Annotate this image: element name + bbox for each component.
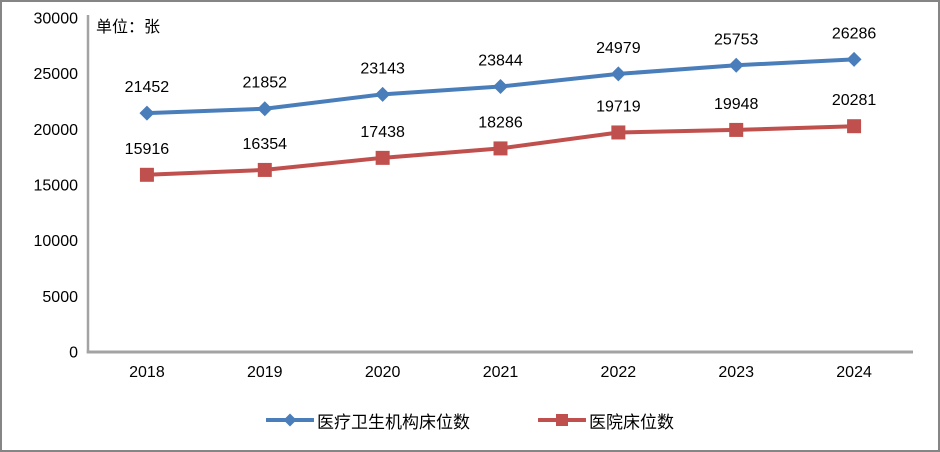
square-marker xyxy=(729,122,744,137)
square-marker xyxy=(375,150,390,165)
diamond-marker xyxy=(846,51,862,67)
data-label: 19948 xyxy=(714,96,759,113)
data-label: 25753 xyxy=(714,31,759,48)
legend-swatch-line-square-icon xyxy=(538,414,586,426)
x-tick-label: 2023 xyxy=(718,364,754,381)
legend-label-institution-beds: 医疗卫生机构床位数 xyxy=(317,412,470,432)
data-label: 23844 xyxy=(478,53,523,70)
unit-label: 单位：张 xyxy=(96,19,161,36)
y-tick-label: 20000 xyxy=(34,122,79,139)
x-tick-label: 2022 xyxy=(601,364,637,381)
square-marker xyxy=(611,125,626,140)
y-tick-label: 5000 xyxy=(42,289,78,306)
data-label: 16354 xyxy=(243,136,288,153)
legend: 医疗卫生机构床位数 医院床位数 xyxy=(2,405,938,435)
data-label: 21452 xyxy=(125,79,170,96)
square-marker xyxy=(847,119,862,134)
data-label: 21852 xyxy=(243,75,288,92)
diamond-marker xyxy=(375,86,391,102)
diamond-marker xyxy=(257,101,273,117)
legend-label-hospital-beds: 医院床位数 xyxy=(589,412,674,432)
data-label: 17438 xyxy=(360,124,405,141)
legend-item-institution-beds: 医疗卫生机构床位数 xyxy=(266,408,470,433)
square-marker xyxy=(493,141,508,156)
x-tick-label: 2019 xyxy=(247,364,283,381)
x-tick-label: 2021 xyxy=(483,364,519,381)
x-tick-label: 2024 xyxy=(836,364,872,381)
diamond-marker xyxy=(610,66,626,82)
x-tick-label: 2020 xyxy=(365,364,401,381)
x-tick-label: 2018 xyxy=(129,364,165,381)
y-tick-label: 0 xyxy=(69,345,78,362)
data-label: 15916 xyxy=(125,141,170,158)
square-marker xyxy=(257,162,272,177)
diamond-marker xyxy=(139,105,155,121)
square-marker xyxy=(139,167,154,182)
legend-item-hospital-beds: 医院床位数 xyxy=(538,408,674,433)
data-label: 19719 xyxy=(596,98,641,115)
data-label: 18286 xyxy=(478,114,523,131)
y-tick-label: 15000 xyxy=(34,178,79,195)
y-tick-label: 30000 xyxy=(34,11,79,28)
data-label: 24979 xyxy=(596,40,641,57)
data-label: 20281 xyxy=(832,92,877,109)
data-label: 26286 xyxy=(832,25,877,42)
y-tick-label: 10000 xyxy=(34,233,79,250)
diamond-marker xyxy=(728,57,744,73)
data-label: 23143 xyxy=(360,60,405,77)
y-tick-label: 25000 xyxy=(34,66,79,83)
legend-swatch-line-diamond-icon xyxy=(266,413,314,427)
diamond-marker xyxy=(493,79,508,95)
